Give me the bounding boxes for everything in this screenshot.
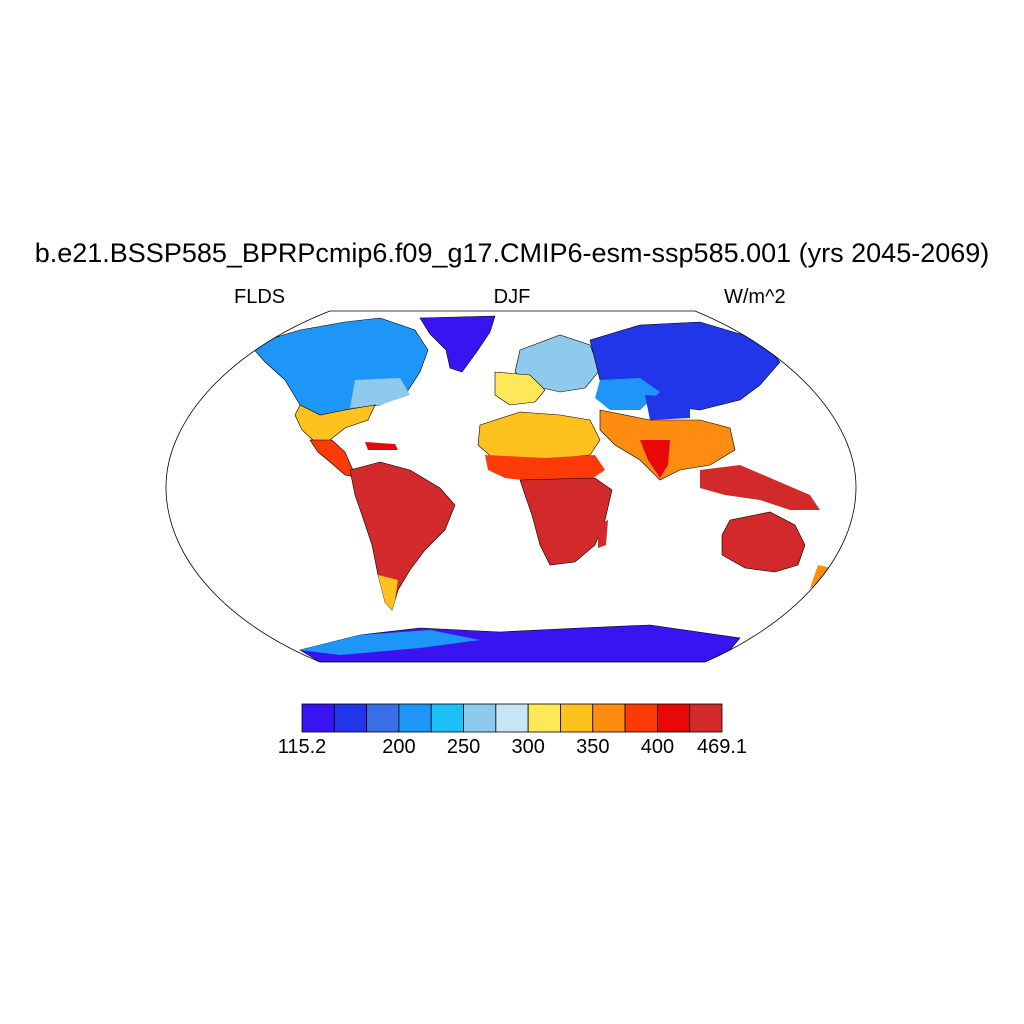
colorbar-swatch: [333, 703, 368, 733]
caribbean: [365, 442, 398, 450]
new-zealand: [810, 565, 832, 588]
colorbar-tick-label: 469.1: [696, 736, 748, 758]
colorbar-swatch: [463, 703, 497, 733]
colorbar-swatch: [624, 703, 658, 733]
units-label: W/m^2: [724, 286, 786, 308]
tibet: [645, 395, 690, 420]
north-america-mid: [350, 378, 410, 408]
colorbar-tick-label: 350: [576, 736, 610, 758]
colorbar-tick-label: 250: [446, 736, 481, 758]
madagascar: [598, 520, 608, 548]
south-america: [349, 461, 456, 611]
antarctica-coast: [300, 630, 480, 655]
colorbar-swatch: [301, 703, 335, 733]
colorbar-swatch: [366, 703, 400, 733]
colorbar-swatch: [430, 703, 464, 733]
africa-south: [519, 477, 613, 566]
colorbar-swatch: [495, 703, 529, 733]
india: [640, 440, 670, 478]
map-boundary: [165, 310, 857, 663]
variable-label: FLDS: [234, 286, 286, 308]
colorbar-swatch: [689, 703, 723, 733]
colorbar: [301, 703, 723, 733]
colorbar-swatch: [527, 703, 561, 733]
colorbar-swatch: [656, 703, 691, 733]
australia: [721, 511, 806, 573]
indonesia: [700, 465, 820, 510]
asia-central: [595, 378, 660, 410]
colorbar-tick-label: 200: [382, 736, 416, 758]
colorbar-swatch: [398, 703, 432, 733]
season-label: DJF: [493, 286, 531, 308]
africa-sahel: [485, 455, 605, 482]
colorbar-swatch: [560, 703, 594, 733]
north-america-north: [249, 317, 429, 421]
greenland: [419, 315, 496, 373]
africa-north: [477, 411, 601, 461]
colorbar-tick-label: 300: [511, 736, 545, 758]
colorbar-tick-label: 115.2: [277, 736, 327, 758]
colorbar-tick-label: 400: [640, 736, 675, 758]
europe-south: [494, 371, 546, 406]
land-field: [249, 315, 832, 662]
colorbar-swatch: [592, 703, 626, 733]
plot-title: b.e21.BSSP585_BPRPcmip6.f09_g17.CMIP6-es…: [34, 238, 990, 268]
north-america-south: [294, 404, 376, 443]
south-america-tip: [378, 575, 398, 610]
